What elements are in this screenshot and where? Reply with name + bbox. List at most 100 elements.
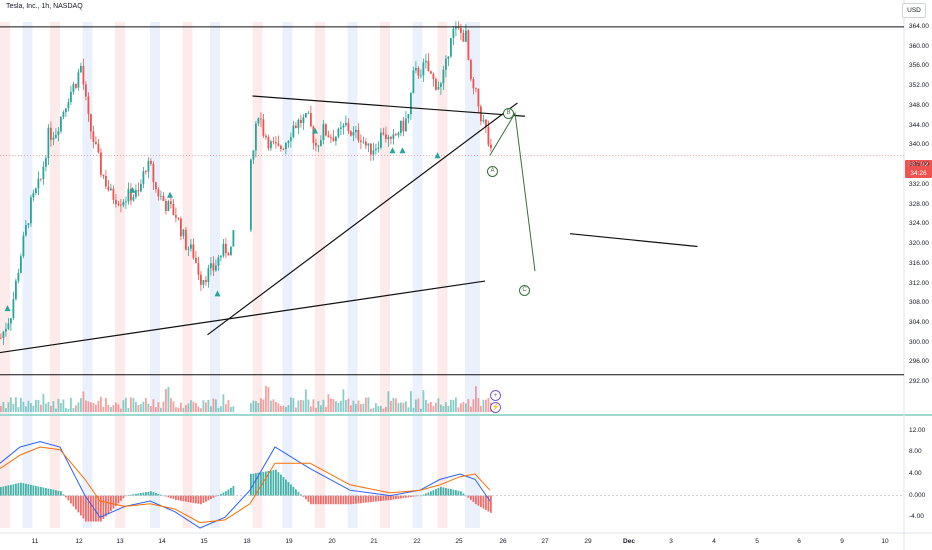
volume-bar <box>30 403 32 412</box>
volume-bar <box>152 399 155 412</box>
candle-body <box>267 137 270 149</box>
macd-histogram-bar <box>87 495 90 522</box>
macd-histogram-bar <box>145 492 147 496</box>
time-tick-label: 5 <box>755 538 759 545</box>
bar-countdown: 34:26 <box>910 170 927 177</box>
candle-body <box>370 143 372 155</box>
trendline <box>252 95 526 117</box>
candle-body <box>477 88 480 107</box>
macd-histogram-bar <box>370 495 372 503</box>
candle-body <box>95 142 97 145</box>
macd-histogram-bar <box>445 488 447 496</box>
macd-histogram-bar <box>60 491 62 496</box>
macd-histogram-bar <box>260 472 262 496</box>
candle-body <box>252 150 255 160</box>
volume-bar <box>385 406 387 412</box>
signal-triangle <box>214 290 221 297</box>
macd-histogram-bar <box>447 488 450 496</box>
volume-bar <box>400 402 402 412</box>
macd-histogram-bar <box>207 495 210 501</box>
volume-bar <box>440 404 442 412</box>
candle-body <box>82 65 85 85</box>
volume-bar <box>360 404 362 412</box>
candle-body <box>320 140 322 146</box>
candle-body <box>445 58 447 70</box>
macd-histogram-bar <box>402 495 405 499</box>
volume-bar <box>192 401 195 412</box>
macd-histogram-bar <box>455 490 457 496</box>
macd-histogram-bar <box>15 483 17 496</box>
macd-histogram-bar <box>330 495 332 505</box>
volume-bar <box>277 403 280 412</box>
candle-body <box>325 124 327 136</box>
candle-body <box>265 135 267 138</box>
candle-body <box>345 122 347 126</box>
volume-bar <box>462 402 465 412</box>
macd-histogram-bar <box>170 495 172 499</box>
volume-bar <box>395 398 397 412</box>
macd-histogram-bar <box>385 495 387 501</box>
volume-bar <box>82 391 85 412</box>
macd-histogram-bar <box>275 469 277 496</box>
volume-bar <box>325 406 327 412</box>
macd-histogram-bar <box>132 494 135 496</box>
macd-histogram-bar <box>302 495 305 497</box>
candle-body <box>160 195 162 197</box>
volume-bar <box>195 403 197 412</box>
session-band <box>22 22 33 528</box>
volume-bar <box>290 397 292 412</box>
time-tick-label: 10 <box>881 538 889 545</box>
volume-bar <box>270 400 272 412</box>
volume-bar <box>90 402 92 412</box>
macd-tick-label: 12.00 <box>909 426 926 434</box>
macd-histogram-bar <box>412 495 415 497</box>
volume-bar <box>477 398 480 412</box>
currency-button[interactable]: USD <box>902 3 926 18</box>
candle-body <box>387 136 390 140</box>
candle-body <box>117 204 120 205</box>
volume-bar <box>172 401 175 412</box>
macd-histogram-bar <box>340 495 342 505</box>
candle-body <box>132 197 135 201</box>
candle-body <box>347 122 350 132</box>
macd-histogram-bar <box>22 483 25 496</box>
candle-body <box>452 28 455 39</box>
volume-bar <box>255 401 257 412</box>
macd-histogram-bar <box>290 484 292 496</box>
volume-bar <box>45 403 47 412</box>
volume-bar <box>287 405 290 412</box>
macd-histogram-bar <box>135 493 137 496</box>
macd-histogram-bar <box>52 489 55 496</box>
candle-body <box>422 62 425 76</box>
macd-histogram-bar <box>40 486 42 496</box>
volume-bar <box>402 402 405 412</box>
volume-bar <box>375 403 377 412</box>
volume-bar <box>135 401 137 412</box>
volume-plus-icon[interactable]: + <box>490 390 501 401</box>
volume-bar <box>177 407 180 412</box>
macd-histogram-bar <box>67 495 70 501</box>
lightning-icon[interactable]: ⚡ <box>490 402 501 413</box>
elliott-wave-path <box>489 111 536 272</box>
macd-histogram-bar <box>165 495 167 497</box>
volume-bar <box>485 399 487 412</box>
volume-bar <box>302 400 305 412</box>
macd-histogram-bar <box>120 495 122 501</box>
session-band <box>150 22 160 528</box>
volume-bar <box>252 400 255 412</box>
candle-body <box>405 118 407 132</box>
candle-body <box>165 201 167 212</box>
volume-bar <box>15 397 17 412</box>
macd-histogram-bar <box>410 495 412 498</box>
macd-histogram-bar <box>407 495 410 498</box>
volume-bar <box>417 398 420 412</box>
macd-histogram-bar <box>17 483 20 496</box>
candle-body <box>310 113 312 127</box>
candle-body <box>15 280 17 300</box>
volume-bar <box>230 406 232 412</box>
candle-body <box>122 201 125 206</box>
macd-histogram-bar <box>432 490 435 496</box>
volume-bar <box>262 399 265 412</box>
macd-histogram-bar <box>377 495 380 502</box>
